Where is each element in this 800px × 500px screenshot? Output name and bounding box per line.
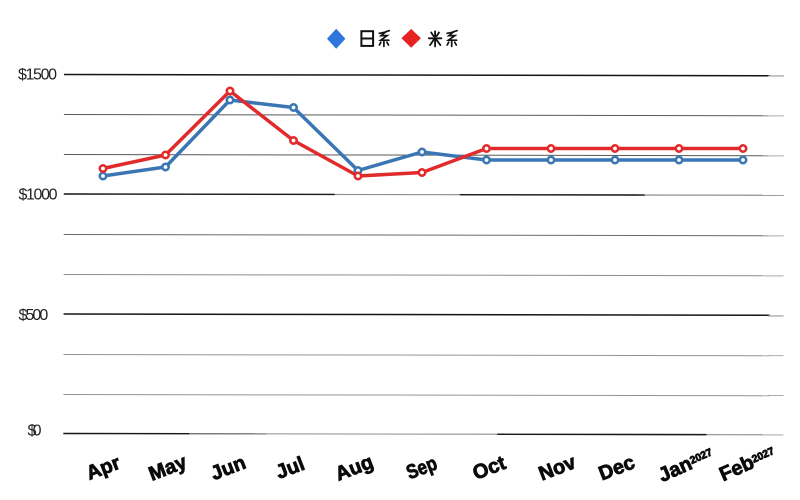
svg-text:$500: $500 (19, 307, 49, 324)
svg-text:$0: $0 (28, 423, 42, 440)
svg-text:$1000: $1000 (19, 187, 58, 204)
svg-text:$1500: $1500 (18, 67, 57, 84)
